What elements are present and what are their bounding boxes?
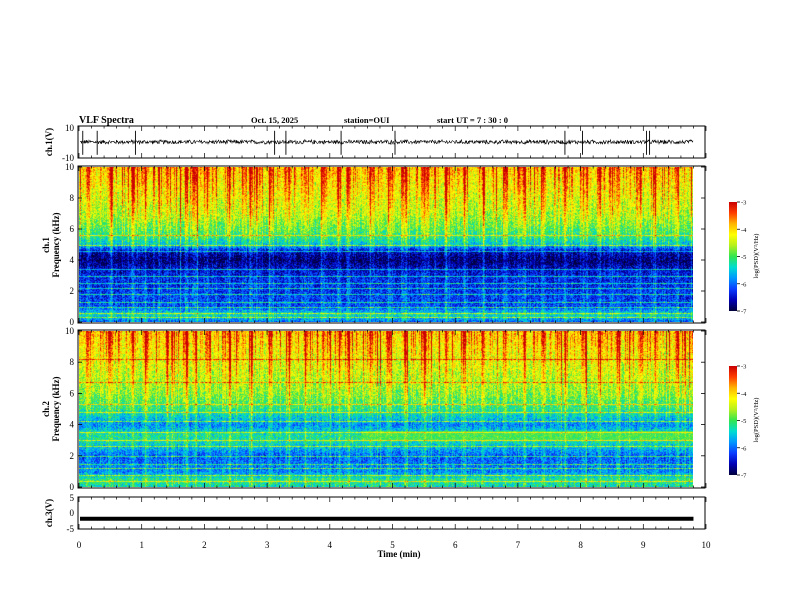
- ytick-label: 4: [70, 420, 75, 430]
- ch1-spectrogram-image: [79, 167, 693, 322]
- ch1-colorbar-gradient: [729, 202, 737, 311]
- ch1-colorbar-ticks: -3 -4 -5 -6 -7: [737, 200, 747, 316]
- ch3-ytick-bottom: -5: [67, 524, 75, 534]
- ytick-label: 8: [70, 357, 75, 367]
- start-ut-label: start UT = 7 : 30 : 0: [437, 115, 508, 125]
- colorbar-tick-label: -7: [741, 473, 747, 480]
- xtick-label: 2: [202, 540, 207, 550]
- ch3-ytick-middle: 0: [70, 508, 75, 518]
- colorbar-tick-label: -6: [741, 445, 747, 452]
- ch1-waveform-line: [79, 138, 694, 146]
- ch1-ytick-top: 10: [65, 123, 75, 133]
- ch1-colorbar: -3 -4 -5 -6 -7 log(PSD)(V²/Hz): [729, 200, 760, 316]
- ch1-spectrogram-ylabel-channel: ch.1: [41, 237, 51, 253]
- ytick-label: 10: [65, 326, 75, 336]
- ch1-spectrogram-panel: 0 2 4 6 8 10 ch.1 Frequency (kHz): [41, 162, 706, 327]
- ch1-spectrogram-frame: [77, 165, 706, 324]
- xtick-label: 5: [390, 540, 395, 550]
- xtick-label: 1: [139, 540, 144, 550]
- ytick-label: 0: [70, 482, 75, 492]
- xtick-label: 4: [328, 540, 333, 550]
- xtick-label: 3: [265, 540, 270, 550]
- ytick-label: 2: [70, 451, 75, 461]
- ch3-waveform-frame: [77, 496, 706, 530]
- colorbar-tick-label: -4: [741, 391, 747, 398]
- ch2-spectrogram-frame: [77, 329, 706, 489]
- date-label: Oct. 15, 2025: [251, 115, 298, 125]
- ch2-spectrogram-image: [79, 331, 693, 487]
- ytick-label: 6: [70, 388, 75, 398]
- colorbar-tick-label: -5: [741, 418, 746, 425]
- ch1-colorbar-label: log(PSD)(V²/Hz): [753, 234, 760, 279]
- ch3-waveform-panel: 5 0 -5 ch.3(V): [44, 493, 706, 534]
- ytick-label: 10: [65, 162, 75, 172]
- ch2-colorbar-label: log(PSD)(V²/Hz): [753, 398, 760, 443]
- colorbar-tick-label: -6: [741, 281, 747, 288]
- ch1-waveform-panel: 10 -10 ch.1(V): [44, 123, 706, 163]
- ch2-spectrogram-panel: 0 2 4 6 8 10 ch.2 Frequency (kHz): [41, 326, 706, 492]
- xtick-label: 0: [77, 540, 82, 550]
- ytick-label: 6: [70, 224, 75, 234]
- figure-title: VLF Spectra: [79, 115, 134, 126]
- colorbar-tick-label: -3: [741, 200, 746, 207]
- ytick-label: 8: [70, 193, 75, 203]
- ytick-label: 4: [70, 255, 75, 265]
- time-axis-label: Time (min): [377, 549, 420, 559]
- ch1-waveform-trace-group: [79, 130, 694, 155]
- ch1-ytick-bottom: -10: [62, 153, 74, 163]
- ch2-spectrogram-yticks: 0 2 4 6 8 10: [65, 326, 705, 492]
- time-axis: 0 1 2 3 4 5 6 7 8 9 10: [77, 126, 711, 550]
- ch2-colorbar-ticks: -3 -4 -5 -6 -7: [737, 364, 747, 480]
- ch2-colorbar-gradient: [729, 366, 737, 475]
- station-label: station=OUI: [344, 115, 390, 125]
- colorbar-tick-label: -7: [741, 309, 747, 316]
- xtick-label: 10: [702, 540, 712, 550]
- ytick-label: 2: [70, 286, 75, 296]
- ch1-spectrogram-ylabel-freq: Frequency (kHz): [51, 212, 61, 277]
- colorbar-tick-label: -5: [741, 254, 746, 261]
- ch1-waveform-frame: [77, 125, 706, 159]
- xtick-label: 6: [453, 540, 458, 550]
- xtick-label: 8: [578, 540, 583, 550]
- ytick-label: 0: [70, 317, 75, 327]
- colorbar-tick-label: -3: [741, 364, 746, 371]
- colorbar-tick-label: -4: [741, 227, 747, 234]
- ch2-colorbar: -3 -4 -5 -6 -7 log(PSD)(V²/Hz): [729, 364, 760, 480]
- ch1-spectrogram-yticks: 0 2 4 6 8 10: [65, 162, 705, 327]
- ch2-spectrogram-ylabel-channel: ch.2: [41, 401, 51, 417]
- xtick-label: 7: [516, 540, 521, 550]
- ch1-waveform-ylabel: ch.1(V): [44, 128, 54, 156]
- ch2-spectrogram-ylabel-freq: Frequency (kHz): [51, 376, 61, 441]
- ch3-waveform-ylabel: ch.3(V): [44, 499, 54, 527]
- xtick-label: 9: [641, 540, 646, 550]
- ch3-ytick-top: 5: [70, 493, 75, 503]
